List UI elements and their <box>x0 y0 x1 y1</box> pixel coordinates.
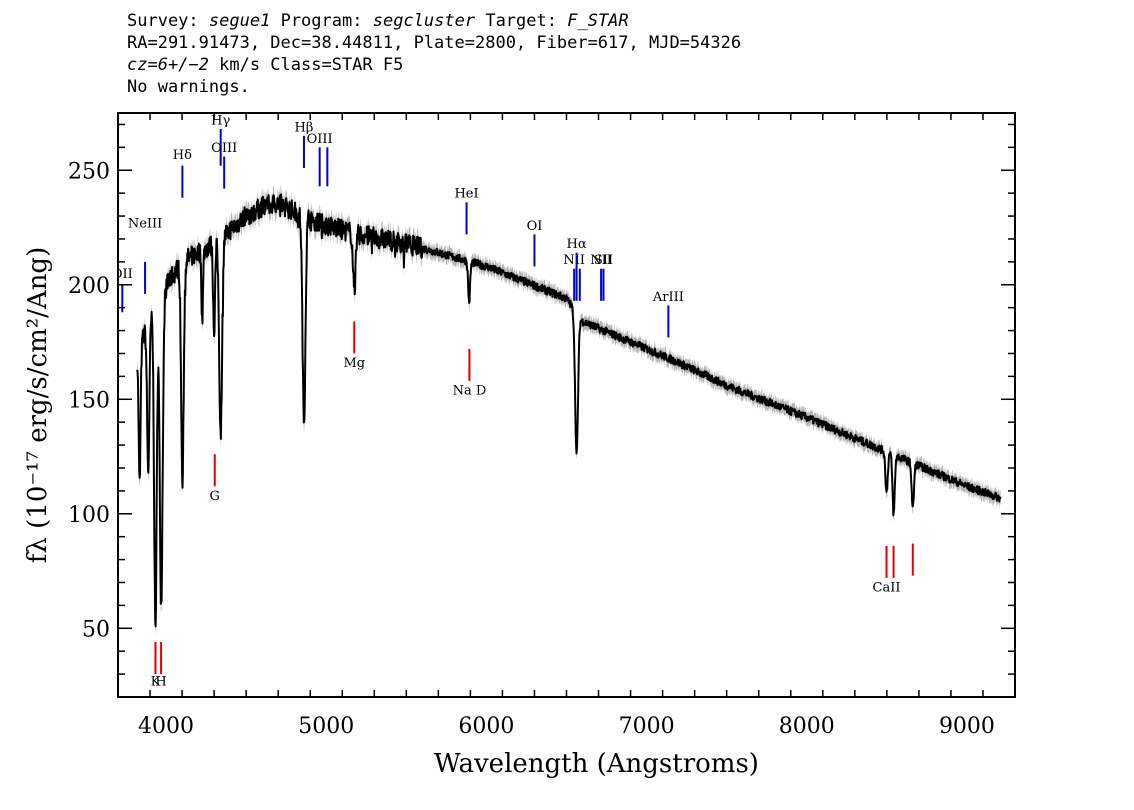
header-line-3: cz=6+/−2 km/s Class=STAR F5 <box>127 54 741 76</box>
program-value: segcluster <box>372 11 476 31</box>
absorption-line-label: Mg <box>343 356 365 371</box>
x-tick-label: 8000 <box>779 714 835 739</box>
absorption-line-label: H <box>155 675 166 690</box>
y-tick-label: 100 <box>68 503 110 528</box>
emission-line-label: NII <box>563 253 585 268</box>
emission-line-label: OIII <box>211 141 237 156</box>
emission-line-label: Hβ <box>295 120 314 135</box>
y-tick-label: 200 <box>68 274 110 299</box>
cz-value: cz=6+/−2 <box>127 55 209 75</box>
program-label: Program: <box>280 11 363 31</box>
x-axis-title: Wavelength (Angstroms) <box>434 749 759 779</box>
plot-header: Survey: segue1 Program: segcluster Targe… <box>127 10 741 98</box>
emission-line-label: SII <box>594 253 613 268</box>
emission-line-label: NeIII <box>128 217 162 232</box>
axes-layer: 4000 5000 6000 7000 8000 9000 50 100 150 200 250 Wa… <box>0 112 1016 779</box>
emission-line-label: Hα <box>567 237 587 252</box>
absorption-line-label: CaII <box>873 581 901 596</box>
target-value: F_STAR <box>567 11 629 31</box>
x-tick-label: 7000 <box>619 714 675 739</box>
emission-line-label: OIII <box>307 132 333 147</box>
survey-label: Survey: <box>127 11 199 31</box>
header-line-4: No warnings. <box>127 77 250 97</box>
line-markers-layer: OIINeIIIHδHγOIIIHβOIIIHeIOINIIHαNIISIIAr… <box>112 113 914 690</box>
emission-line-label: Hδ <box>173 148 192 163</box>
absorption-line-label: Na D <box>453 384 487 399</box>
target-label: Target: <box>485 11 557 31</box>
y-tick-label: 50 <box>82 617 110 642</box>
header-line-1: Survey: segue1 Program: segcluster Targe… <box>127 10 741 32</box>
x-tick-label: 5000 <box>298 714 354 739</box>
class-value: km/s Class=STAR F5 <box>208 55 404 75</box>
survey-value: segue1 <box>208 11 271 31</box>
emission-line-label: NII <box>590 253 612 268</box>
x-tick-label: 4000 <box>138 714 194 739</box>
emission-line-label: Hγ <box>211 113 230 128</box>
plot-frame <box>117 112 1016 698</box>
emission-line-label: ArIII <box>652 290 684 305</box>
y-tick-label: 150 <box>68 388 110 413</box>
emission-line-label: HeI <box>454 187 478 202</box>
y-axis-title: fλ (10⁻¹⁷ erg/s/cm²/Ang) <box>23 247 53 563</box>
header-line-2: RA=291.91473, Dec=38.44811, Plate=2800, … <box>127 33 742 53</box>
x-tick-label: 6000 <box>458 714 514 739</box>
left-mask <box>0 113 117 699</box>
emission-line-label: OI <box>527 219 543 234</box>
y-tick-label: 250 <box>68 159 110 184</box>
absorption-line-label: K <box>151 675 161 690</box>
x-tick-label: 9000 <box>939 714 995 739</box>
spectrum-line <box>136 193 1002 628</box>
absorption-line-label: G <box>210 489 220 504</box>
spectrum-layer <box>136 193 1002 628</box>
